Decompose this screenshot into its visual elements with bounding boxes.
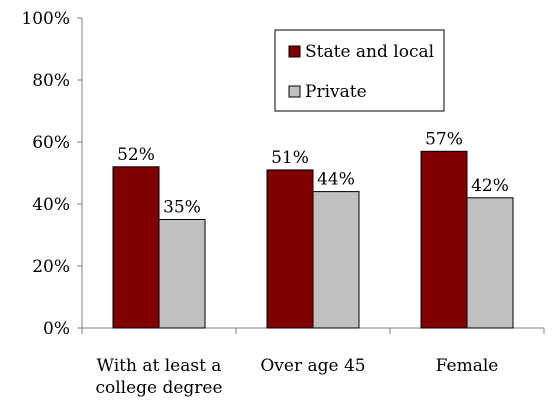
data-label: 42% — [471, 176, 509, 196]
category-label: Over age 45 — [260, 356, 365, 376]
y-tick-label: 0% — [43, 319, 70, 339]
bar — [312, 191, 360, 329]
data-labels: 52% 35% 51% 44% 57% 42% — [117, 129, 509, 217]
legend-label: Private — [305, 82, 367, 102]
bar — [466, 197, 514, 329]
data-label: 35% — [163, 198, 201, 218]
y-tick-label: 40% — [32, 195, 70, 215]
category-labels: With at least a college degree Over age 45… — [95, 356, 498, 398]
category-label-line: With at least a — [97, 356, 222, 376]
y-tick-label: 100% — [21, 9, 70, 29]
category-label: Female — [436, 356, 499, 376]
bar — [266, 169, 314, 329]
category-label-line: Over age 45 — [260, 356, 365, 376]
category-label-line: college degree — [95, 378, 222, 398]
data-label: 57% — [425, 129, 463, 149]
category-label: With at least a college degree — [95, 356, 222, 398]
data-label: 51% — [271, 148, 309, 168]
y-tick-label: 60% — [32, 133, 70, 153]
y-tick-label: 20% — [32, 257, 70, 277]
legend: State and local Private — [274, 29, 445, 112]
bar — [112, 166, 160, 329]
category-label-line: Female — [436, 356, 499, 376]
data-label: 44% — [317, 170, 355, 190]
bar — [158, 219, 206, 329]
data-label: 52% — [117, 145, 155, 165]
legend-swatch — [288, 85, 301, 98]
bar — [420, 150, 468, 329]
bars — [112, 150, 514, 329]
legend-box — [274, 29, 445, 112]
y-tick-label: 80% — [32, 71, 70, 91]
legend-swatch — [288, 45, 301, 58]
legend-label: State and local — [305, 42, 434, 62]
